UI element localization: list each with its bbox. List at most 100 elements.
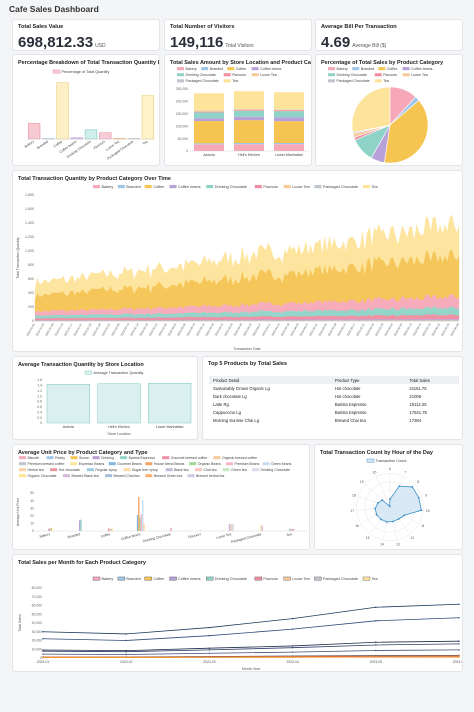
kpi-value: 698,812.33 — [18, 34, 94, 51]
line-point — [375, 606, 377, 608]
table-row[interactable]: Sustainably Grown Organic Lg Hot chocolat… — [209, 384, 459, 392]
radar-point — [417, 496, 420, 499]
table-cell: 21006 — [409, 393, 422, 399]
legend-label: Flavours — [263, 577, 278, 581]
legend-label: Branded — [126, 185, 140, 189]
legend-label: Loose Tea — [260, 73, 277, 77]
chart-title: Average Transaction Quantity by Store Lo… — [18, 362, 144, 368]
line-point — [291, 628, 294, 630]
legend-swatch — [378, 67, 386, 71]
kpi-unit: Average Bill ($) — [352, 43, 387, 49]
table-row[interactable]: Latte Rg Barista Espresso 19112.25 — [209, 400, 459, 408]
table-cell: Sustainably Grown Organic Lg — [213, 385, 270, 391]
legend-label: Tea — [232, 79, 238, 83]
line-point — [125, 651, 127, 653]
y-tick-label: 1.6 — [37, 378, 42, 382]
x-tick-label: 2023-03-26 — [223, 322, 234, 337]
bar — [142, 499, 144, 531]
legend-label: Bakery — [102, 185, 114, 189]
legend-swatch — [144, 184, 152, 189]
column-header[interactable]: Product Type — [334, 377, 360, 383]
radar-axis-label: 9 — [425, 493, 427, 497]
legend-swatch — [93, 184, 100, 189]
legend-swatch — [283, 576, 291, 581]
y-tick-label: 200 — [28, 305, 34, 309]
line-point — [125, 639, 127, 642]
hourly-radar-chart: Total Transaction Count by Hour of the D… — [320, 450, 434, 546]
line-point — [125, 633, 127, 635]
x-tick-label: 2023-04-27 — [298, 322, 309, 337]
legend-label: Loose Tea — [292, 185, 310, 189]
y-tick-label: 40,000 — [32, 621, 42, 625]
legend-label: Brewed Chai tea — [114, 474, 140, 478]
monthly-sales-card: Total Sales per Month for Each Product C… — [12, 554, 463, 672]
y-tick-label: 250,000 — [176, 87, 188, 91]
x-axis-label: Month-Year — [242, 667, 261, 671]
table-row[interactable]: Dark chocolate Lg Hot chocolate 21006 — [209, 392, 459, 400]
radar-point — [374, 507, 377, 510]
x-tick-label: 2023-02-26 — [157, 322, 168, 337]
stacked-bar-segment — [194, 111, 224, 113]
legend-swatch — [314, 576, 322, 581]
stacked-bar-segment — [194, 118, 224, 122]
legend-swatch — [225, 462, 233, 466]
legend-label: Percentage of Total Quantity — [62, 70, 110, 74]
bar — [148, 382, 192, 424]
x-tick-label: 2023-02-10 — [119, 322, 130, 337]
kpi-unit: USD — [95, 43, 106, 49]
y-tick-label: 200,000 — [176, 100, 188, 104]
legend-swatch — [70, 462, 78, 466]
legend-label: Drinking — [101, 456, 114, 460]
bar — [143, 523, 145, 531]
legend-swatch — [177, 79, 184, 83]
bar — [290, 529, 292, 531]
legend-label: Green beans — [271, 462, 291, 466]
quantity-over-time-chart: Total Transaction Quantity by Product Ca… — [16, 176, 460, 351]
stacked-bar-segment — [234, 116, 264, 121]
y-tick-label: 0 — [32, 319, 34, 323]
column-header[interactable]: Total Sales — [409, 377, 430, 383]
legend-label: Coffee beans — [178, 577, 201, 581]
table-cell: Brewed Chai tea — [334, 417, 366, 423]
legend-swatch — [169, 576, 177, 581]
y-tick-label: 400 — [28, 291, 34, 295]
legend-label: Organic Beans — [198, 462, 221, 466]
legend-label: Branded — [210, 67, 224, 71]
legend-swatch — [328, 79, 335, 83]
legend-swatch — [328, 67, 335, 71]
radar-area — [374, 485, 422, 523]
line-point — [375, 649, 377, 652]
line-point — [208, 634, 211, 637]
x-tick-label: 2023-01-25 — [82, 322, 93, 337]
legend-label: Flavours — [232, 73, 246, 77]
legend-swatch — [251, 73, 259, 77]
column-header[interactable]: Product Detail — [213, 377, 240, 383]
y-tick-label: 0.6 — [37, 405, 42, 409]
bar — [141, 95, 155, 140]
line-point — [458, 649, 460, 651]
x-tick-label: 2023-02-22 — [148, 322, 159, 337]
legend-label: Premium brewed coffee — [28, 462, 65, 466]
y-tick-label: 50 — [30, 491, 34, 495]
x-tick-label: 2023-04-15 — [270, 322, 281, 337]
y-tick-label: 30,000 — [32, 630, 42, 634]
x-tick-label: 2023-06-06 — [393, 322, 404, 337]
bar — [228, 523, 231, 531]
legend-label: Average Transaction Quantity — [94, 371, 144, 375]
radar-point — [392, 520, 394, 523]
bar — [261, 525, 263, 531]
table-row[interactable]: Cappuccino Lg Barista Espresso 17641.75 — [209, 408, 459, 416]
x-tick-label: 2023-05-05 — [317, 322, 328, 337]
line-point — [458, 640, 460, 642]
x-tick-label: Coffee — [53, 139, 64, 148]
x-tick-label: 2023-05-29 — [374, 322, 385, 337]
x-tick-label: 2023-05-17 — [346, 322, 357, 337]
legend-swatch — [374, 79, 382, 83]
table-row[interactable]: Morning Sunrise Chai Lg Brewed Chai tea 17… — [209, 416, 459, 424]
kpi-title: Total Number of Visitors — [170, 24, 235, 30]
legend-swatch — [366, 458, 375, 463]
bar — [291, 528, 294, 531]
x-tick-label: Drinking Chocolate — [143, 532, 172, 543]
legend-swatch — [169, 184, 177, 189]
legend-swatch — [206, 576, 214, 581]
